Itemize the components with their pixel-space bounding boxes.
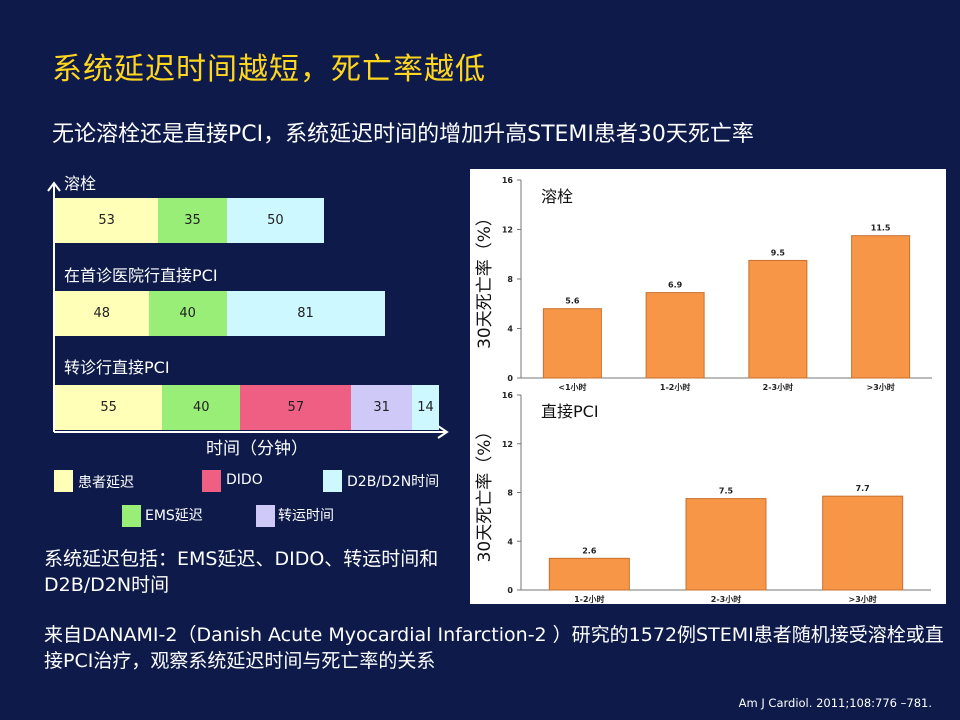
axis-arrow-icon: [437, 425, 449, 439]
stacked-segment-patient-delay: 53: [55, 198, 159, 243]
bar: [542, 308, 602, 379]
segment-value-label: 81: [297, 306, 314, 321]
segment-value-label: 31: [373, 400, 390, 415]
bar-value-label: 7.7: [856, 484, 870, 493]
legend-label: 转运时间: [278, 508, 334, 524]
y-tick-label: 16: [502, 391, 514, 400]
page-subtitle: 无论溶栓还是直接PCI，系统延迟时间的增加升高STEMI患者30天死亡率: [52, 122, 754, 147]
stacked-segment-transport: 31: [351, 385, 412, 430]
time-axis-label: 时间（分钟）: [206, 439, 308, 459]
axis-arrow-up-icon: [47, 181, 61, 192]
stacked-group-label: 溶栓: [64, 174, 97, 193]
x-tick-label: <1小时: [558, 382, 586, 391]
segment-value-label: 53: [98, 213, 115, 228]
y-tick-label: 8: [507, 489, 513, 498]
chart-title: 溶栓: [541, 187, 573, 206]
x-tick-label: >3小时: [849, 594, 877, 604]
stacked-group-label: 在首诊医院行直接PCI: [64, 266, 218, 285]
bar: [822, 495, 904, 591]
y-tick-label: 12: [502, 226, 513, 235]
legend-swatch-ems-delay: [122, 505, 141, 527]
stacked-segment-d2b: 50: [226, 198, 325, 243]
stacked-bar-chart: 溶栓 53 35 50 在首诊医院行直接PCI 48 40 81 转诊行直接PCI 55 40 57 3…: [0, 0, 470, 540]
stacked-segment-ems-delay: 40: [162, 385, 241, 430]
bar: [685, 498, 767, 591]
chart-title: 直接PCI: [541, 402, 599, 421]
thrombolysis-bar-chart: 0 4 8 12 16 溶栓 5.6 <1小时 6.9 1-2小时 9.5 2-3小时 11.5 >3小时…: [475, 176, 932, 392]
y-tick-label: 0: [507, 586, 513, 595]
y-tick-label: 4: [507, 537, 513, 546]
x-tick-label: >3小时: [866, 382, 894, 391]
segment-value-label: 48: [93, 306, 111, 321]
stacked-segment-ems-delay: 40: [148, 291, 227, 336]
study-source-note: 来自DANAMI-2（Danish Acute Myocardial Infar…: [44, 624, 944, 672]
system-delay-summary: 系统延迟包括：EMS延迟、DIDO、转运时间和D2B/D2N时间: [44, 548, 439, 596]
bar-value-label: 6.9: [668, 281, 683, 290]
segment-value-label: 57: [287, 400, 305, 415]
segment-value-label: 40: [179, 306, 196, 321]
thrombolysis-mortality-panel: 0 4 8 12 16 溶栓 5.6 <1小时 6.9 1-2小时 9.5 2-3小时 11.5 >3小时…: [470, 169, 946, 392]
x-tick-label: 1-2小时: [660, 382, 690, 391]
y-axis-label: 30天死亡率（%）: [475, 423, 495, 563]
bar-value-label: 7.5: [719, 487, 734, 496]
y-axis-label: 30天死亡率（%）: [475, 209, 495, 349]
stacked-group-label: 转诊行直接PCI: [64, 358, 170, 377]
bar-value-label: 11.5: [871, 224, 891, 233]
pci-mortality-panel: 0 4 8 12 16 直接PCI 2.6 1-2小时 7.5 2-3小时 7.7 >3小时 30天死亡…: [470, 391, 946, 604]
segment-value-label: 55: [100, 400, 117, 415]
legend-label: EMS延迟: [145, 508, 203, 524]
page-title: 系统延迟时间越短，死亡率越低: [52, 52, 486, 87]
legend-swatch-patient-delay: [54, 470, 73, 492]
y-tick-label: 8: [507, 275, 513, 284]
segment-value-label: 35: [184, 213, 201, 228]
segment-value-label: 40: [192, 400, 210, 415]
bar: [548, 557, 630, 591]
stacked-segment-patient-delay: 48: [55, 291, 149, 336]
x-tick-label: 2-3小时: [711, 594, 741, 604]
legend-swatch-transport: [256, 505, 275, 527]
pci-bar-chart: 0 4 8 12 16 直接PCI 2.6 1-2小时 7.5 2-3小时 7.7 >3小时 30天死亡…: [475, 391, 931, 604]
bar: [851, 235, 911, 379]
bar-value-label: 2.6: [582, 546, 597, 555]
bar: [748, 259, 808, 379]
segment-value-label: 50: [267, 213, 284, 228]
legend-label: 患者延迟: [78, 475, 134, 491]
x-tick-label: 2-3小时: [763, 382, 793, 391]
stacked-segment-patient-delay: 55: [55, 385, 163, 430]
stacked-bar-axes: [47, 181, 449, 439]
bar-value-label: 9.5: [771, 248, 786, 257]
y-tick-label: 12: [502, 440, 513, 449]
legend-swatch-dido: [202, 470, 221, 492]
legend-swatch-d2b: [323, 470, 342, 492]
x-tick-label: 1-2小时: [574, 594, 604, 604]
stacked-segment-d2b: 81: [226, 291, 385, 336]
legend-label: D2B/D2N时间: [347, 474, 440, 490]
y-tick-label: 0: [507, 374, 513, 383]
stacked-segment-d2b: 14: [411, 385, 440, 430]
legend-label: DIDO: [226, 472, 263, 488]
stacked-segment-dido: 57: [240, 385, 352, 430]
stacked-segment-ems-delay: 35: [158, 198, 227, 243]
bar: [645, 292, 705, 379]
bar-value-label: 5.6: [565, 297, 580, 306]
y-tick-label: 16: [502, 176, 514, 185]
citation: Am J Cardiol. 2011;108:776 –781.: [738, 696, 932, 710]
segment-value-label: 14: [417, 400, 434, 415]
y-tick-label: 4: [507, 325, 513, 334]
